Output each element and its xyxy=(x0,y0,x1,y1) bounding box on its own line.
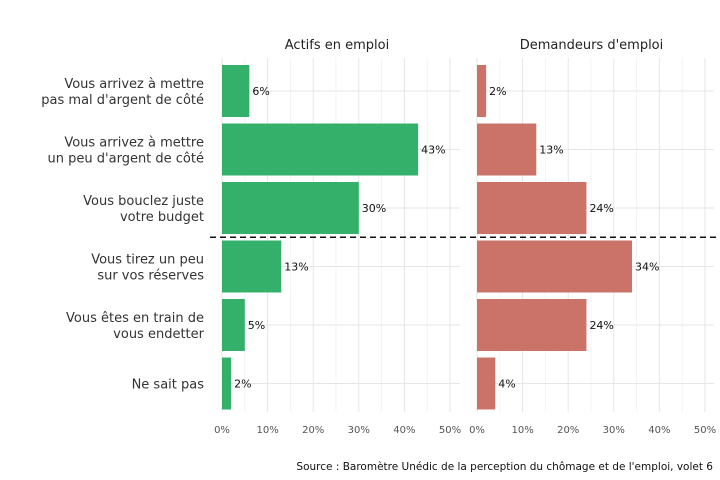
x-tick-label: 10% xyxy=(256,425,278,436)
bar-actifs-en-emploi-2 xyxy=(222,123,419,176)
x-tick-label: 30% xyxy=(348,425,370,436)
bar-actifs-en-emploi-3 xyxy=(222,182,359,234)
data-label-actifs-en-emploi-2: 43% xyxy=(421,144,445,157)
data-label-demandeurs-d-emploi-1: 2% xyxy=(489,85,506,98)
data-label-actifs-en-emploi-1: 6% xyxy=(252,85,269,98)
bar-actifs-en-emploi-5 xyxy=(222,299,245,351)
bar-demandeurs-d-emploi-2 xyxy=(477,123,537,176)
data-label-demandeurs-d-emploi-4: 34% xyxy=(635,261,659,274)
bar-demandeurs-d-emploi-1 xyxy=(477,65,487,117)
bar-demandeurs-d-emploi-5 xyxy=(477,299,587,351)
bar-actifs-en-emploi-1 xyxy=(222,65,250,117)
bar-demandeurs-d-emploi-3 xyxy=(477,182,587,234)
bar-demandeurs-d-emploi-6 xyxy=(477,357,496,410)
x-tick-label: 40% xyxy=(393,425,415,436)
axis-layer: Actifs en emploi 0% 10% 20% 30% 40% 50% Demande… xyxy=(41,38,716,436)
category-label-4: Vous tirez un peu sur vos réserves xyxy=(91,253,204,284)
data-label-demandeurs-d-emploi-5: 24% xyxy=(589,319,613,332)
x-tick-label: 40% xyxy=(648,425,670,436)
category-label-2: Vous arrivez à mettre un peu d'argent de … xyxy=(48,136,204,167)
data-label-actifs-en-emploi-5: 5% xyxy=(248,319,265,332)
data-label-demandeurs-d-emploi-2: 13% xyxy=(539,144,563,157)
x-tick-label: 20% xyxy=(557,425,579,436)
x-tick-label: 0% xyxy=(214,425,230,436)
category-label-1: Vous arrivez à mettre pas mal d'argent de… xyxy=(41,77,204,108)
panel-title-actifs-en-emploi: Actifs en emploi xyxy=(285,38,389,53)
category-label-5: Vous êtes en train de vous endetter xyxy=(66,311,205,342)
source-note: Source : Baromètre Unédic de la percepti… xyxy=(296,461,713,473)
x-tick-label: 10% xyxy=(511,425,533,436)
category-label-6: Ne sait pas xyxy=(132,378,205,393)
data-label-demandeurs-d-emploi-3: 24% xyxy=(589,202,613,215)
x-tick-label: 50% xyxy=(694,425,716,436)
category-label-3: Vous bouclez juste votre budget xyxy=(83,194,204,225)
data-label-actifs-en-emploi-3: 30% xyxy=(362,202,386,215)
x-tick-label: 30% xyxy=(603,425,625,436)
data-label-demandeurs-d-emploi-6: 4% xyxy=(498,378,515,391)
x-tick-label: 50% xyxy=(439,425,461,436)
grid-layer xyxy=(221,58,714,412)
labels-layer: 6% 43% 30% 13% 5% 2% 2% 13% 24% 34% 24% 4% xyxy=(234,85,659,391)
bar-demandeurs-d-emploi-4 xyxy=(477,240,633,293)
x-tick-label: 0% xyxy=(469,425,485,436)
bars-layer xyxy=(222,65,633,410)
x-tick-label: 20% xyxy=(302,425,324,436)
bar-actifs-en-emploi-6 xyxy=(222,357,232,410)
data-label-actifs-en-emploi-4: 13% xyxy=(284,261,308,274)
bar-actifs-en-emploi-4 xyxy=(222,240,282,293)
data-label-actifs-en-emploi-6: 2% xyxy=(234,378,251,391)
panel-title-demandeurs-d-emploi: Demandeurs d'emploi xyxy=(520,38,664,53)
